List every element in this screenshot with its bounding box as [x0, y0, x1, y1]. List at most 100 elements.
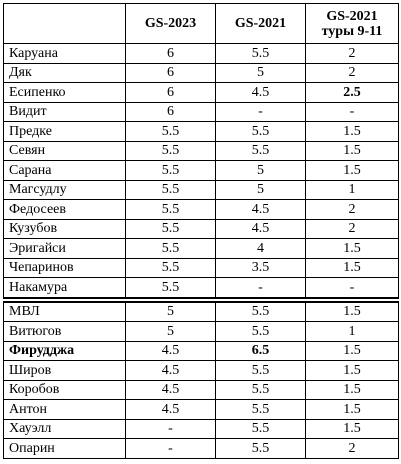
score-cell: 5.5	[215, 438, 306, 459]
score-cell: 5.5	[125, 179, 216, 200]
player-name: Есипенко	[3, 82, 126, 103]
player-name: Коробов	[3, 379, 126, 400]
score-cell: 1.5	[305, 379, 399, 400]
score-cell: 2	[305, 199, 399, 220]
player-name: Видит	[3, 101, 126, 122]
score-cell: 5.5	[125, 140, 216, 161]
score-cell: 5.5	[125, 257, 216, 278]
score-cell: 5.5	[125, 121, 216, 142]
table-row: Чепаринов 5.5 3.5 1.5	[3, 257, 399, 278]
score-cell: 1.5	[305, 399, 399, 420]
score-cell: -	[305, 101, 399, 122]
table-row: Федосеев 5.5 4.5 2	[3, 199, 399, 220]
score-cell: 2	[305, 43, 399, 64]
table-row: Антон 4.5 5.5 1.5	[3, 399, 399, 420]
score-cell: 5.5	[125, 238, 216, 259]
score-cell: 4.5	[125, 340, 216, 361]
score-cell: 5.5	[215, 360, 306, 381]
table-header: GS-2023 GS-2021 GS-2021 туры 9-11	[3, 3, 399, 44]
table-group: Каруана 6 5.5 2 Дяк 6 5 2 Есипенко 6 4.5 2.5 Видит 6-…	[3, 43, 399, 300]
score-cell: 4.5	[215, 199, 306, 220]
player-name: Накамура	[3, 277, 126, 300]
table-row: Коробов 4.5 5.5 1.5	[3, 379, 399, 400]
score-cell: 1.5	[305, 257, 399, 278]
score-cell: 4.5	[215, 218, 306, 239]
score-cell: 5.5	[215, 121, 306, 142]
player-name: Эригайси	[3, 238, 126, 259]
header-cell: GS-2021	[215, 3, 306, 44]
player-name: Фирудджа	[3, 340, 126, 361]
table-row: Широв 4.5 5.5 1.5	[3, 360, 399, 381]
score-cell: 1.5	[305, 360, 399, 381]
score-cell: -	[215, 277, 306, 300]
score-cell: 4	[215, 238, 306, 259]
player-name: Широв	[3, 360, 126, 381]
score-cell: 2	[305, 438, 399, 459]
player-name: Федосеев	[3, 199, 126, 220]
table-row: Сарана 5.5 5 1.5	[3, 160, 399, 181]
player-name: Севян	[3, 140, 126, 161]
score-cell: 5.5	[215, 418, 306, 439]
player-name: Предке	[3, 121, 126, 142]
player-name: Витюгов	[3, 321, 126, 342]
table-row: Кузубов 5.5 4.5 2	[3, 218, 399, 239]
score-cell: 1.5	[305, 296, 399, 322]
player-name: Дяк	[3, 62, 126, 83]
table-row: Видит 6- -	[3, 101, 399, 122]
player-name: Каруана	[3, 43, 126, 64]
score-cell: 5	[215, 179, 306, 200]
score-cell: 5.5	[125, 277, 216, 300]
player-name: Сарана	[3, 160, 126, 181]
score-cell: 4.5	[125, 360, 216, 381]
score-cell: 2	[305, 218, 399, 239]
score-cell: 5	[215, 62, 306, 83]
score-cell: 1	[305, 179, 399, 200]
table-row: МВЛ 5 5.5 1.5	[3, 296, 399, 322]
score-cell: 5	[125, 296, 216, 322]
player-name: Хауэлл	[3, 418, 126, 439]
header-cell: GS-2021 туры 9-11	[305, 3, 399, 44]
score-cell: -	[215, 101, 306, 122]
score-cell: 5.5	[215, 321, 306, 342]
table-row: Накамура 5.5- -	[3, 277, 399, 300]
table-row: Хауэлл -5.5 1.5	[3, 418, 399, 439]
score-cell: 5.5	[215, 399, 306, 420]
score-cell: 1.5	[305, 340, 399, 361]
score-cell: 3.5	[215, 257, 306, 278]
player-name: Чепаринов	[3, 257, 126, 278]
score-cell: 1.5	[305, 238, 399, 259]
table-group: МВЛ 5 5.5 1.5 Витюгов 5 5.5 1 Фирудджа 4.5 6.5 1.5 Ш…	[3, 296, 399, 459]
score-cell: 5.5	[215, 43, 306, 64]
score-cell: -	[125, 418, 216, 439]
score-cell: 6	[125, 101, 216, 122]
score-cell: -	[305, 277, 399, 300]
player-name: Магсудлу	[3, 179, 126, 200]
score-cell: 2.5	[305, 82, 399, 103]
table-row: Фирудджа 4.5 6.5 1.5	[3, 340, 399, 361]
table-row: Витюгов 5 5.5 1	[3, 321, 399, 342]
score-cell: 1	[305, 321, 399, 342]
header-row: GS-2023 GS-2021 GS-2021 туры 9-11	[3, 3, 399, 44]
table-row: Эригайси 5.5 4 1.5	[3, 238, 399, 259]
score-cell: 5.5	[125, 160, 216, 181]
score-cell: 2	[305, 62, 399, 83]
score-cell: 1.5	[305, 160, 399, 181]
score-cell: 5.5	[215, 296, 306, 322]
player-name: Кузубов	[3, 218, 126, 239]
player-name: Опарин	[3, 438, 126, 459]
table-row: Опарин -5.5 2	[3, 438, 399, 459]
header-cell	[3, 3, 126, 44]
score-cell: 5.5	[125, 199, 216, 220]
player-name: МВЛ	[3, 296, 126, 322]
score-cell: 6	[125, 82, 216, 103]
table-row: Каруана 6 5.5 2	[3, 43, 399, 64]
score-cell: 4.5	[125, 379, 216, 400]
results-table: GS-2023 GS-2021 GS-2021 туры 9-11 Каруан…	[3, 3, 399, 459]
table-row: Магсудлу 5.5 5 1	[3, 179, 399, 200]
score-cell: 4.5	[215, 82, 306, 103]
score-cell: 1.5	[305, 140, 399, 161]
table-row: Есипенко 6 4.5 2.5	[3, 82, 399, 103]
score-cell: 5.5	[215, 140, 306, 161]
score-cell: 5.5	[125, 218, 216, 239]
